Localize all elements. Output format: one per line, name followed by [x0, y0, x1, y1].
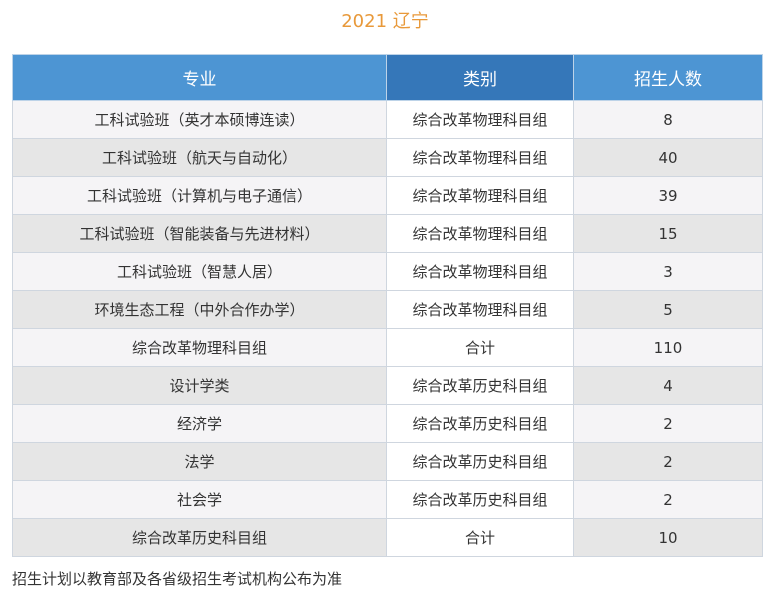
table-row: 工科试验班（智能装备与先进材料） 综合改革物理科目组 15 [12, 214, 763, 253]
cell-count: 8 [573, 100, 763, 139]
table-row: 工科试验班（智慧人居） 综合改革物理科目组 3 [12, 252, 763, 291]
table-row: 社会学 综合改革历史科目组 2 [12, 480, 763, 519]
cell-major: 综合改革物理科目组 [12, 328, 387, 367]
cell-category: 综合改革历史科目组 [386, 480, 574, 519]
cell-category: 综合改革历史科目组 [386, 442, 574, 481]
cell-major: 环境生态工程（中外合作办学） [12, 290, 387, 329]
cell-major: 设计学类 [12, 366, 387, 405]
cell-count: 2 [573, 442, 763, 481]
cell-category: 综合改革物理科目组 [386, 214, 574, 253]
cell-count: 39 [573, 176, 763, 215]
cell-count: 5 [573, 290, 763, 329]
table-row: 法学 综合改革历史科目组 2 [12, 442, 763, 481]
cell-major: 工科试验班（航天与自动化） [12, 138, 387, 177]
cell-major: 工科试验班（智能装备与先进材料） [12, 214, 387, 253]
footnote: 招生计划以教育部及各省级招生考试机构公布为准 [12, 570, 343, 588]
cell-count: 2 [573, 404, 763, 443]
header-count: 招生人数 [573, 54, 763, 101]
header-major: 专业 [12, 54, 387, 101]
cell-major: 法学 [12, 442, 387, 481]
cell-category: 合计 [386, 518, 574, 557]
table-row: 工科试验班（英才本硕博连读） 综合改革物理科目组 8 [12, 100, 763, 139]
table-row-subtotal: 综合改革历史科目组 合计 10 [12, 518, 763, 557]
table-row-subtotal: 综合改革物理科目组 合计 110 [12, 328, 763, 367]
table-row: 经济学 综合改革历史科目组 2 [12, 404, 763, 443]
enrollment-plan-table: 专业 类别 招生人数 工科试验班（英才本硕博连读） 综合改革物理科目组 8 工科… [12, 54, 763, 557]
cell-major: 工科试验班（智慧人居） [12, 252, 387, 291]
cell-category: 综合改革物理科目组 [386, 100, 574, 139]
cell-count: 10 [573, 518, 763, 557]
table-row: 工科试验班（计算机与电子通信） 综合改革物理科目组 39 [12, 176, 763, 215]
cell-major: 综合改革历史科目组 [12, 518, 387, 557]
cell-count: 3 [573, 252, 763, 291]
cell-major: 社会学 [12, 480, 387, 519]
cell-category: 综合改革物理科目组 [386, 252, 574, 291]
cell-count: 2 [573, 480, 763, 519]
table-header-row: 专业 类别 招生人数 [12, 54, 763, 101]
cell-category: 综合改革历史科目组 [386, 366, 574, 405]
cell-category: 综合改革物理科目组 [386, 176, 574, 215]
cell-major: 经济学 [12, 404, 387, 443]
header-category: 类别 [386, 54, 574, 101]
cell-category: 综合改革历史科目组 [386, 404, 574, 443]
cell-count: 15 [573, 214, 763, 253]
cell-count: 4 [573, 366, 763, 405]
table-row: 设计学类 综合改革历史科目组 4 [12, 366, 763, 405]
page-title: 2021 辽宁 [341, 11, 429, 32]
cell-category: 合计 [386, 328, 574, 367]
cell-major: 工科试验班（计算机与电子通信） [12, 176, 387, 215]
cell-count: 40 [573, 138, 763, 177]
cell-category: 综合改革物理科目组 [386, 290, 574, 329]
table-row: 工科试验班（航天与自动化） 综合改革物理科目组 40 [12, 138, 763, 177]
table-row: 环境生态工程（中外合作办学） 综合改革物理科目组 5 [12, 290, 763, 329]
cell-count: 110 [573, 328, 763, 367]
cell-category: 综合改革物理科目组 [386, 138, 574, 177]
cell-major: 工科试验班（英才本硕博连读） [12, 100, 387, 139]
